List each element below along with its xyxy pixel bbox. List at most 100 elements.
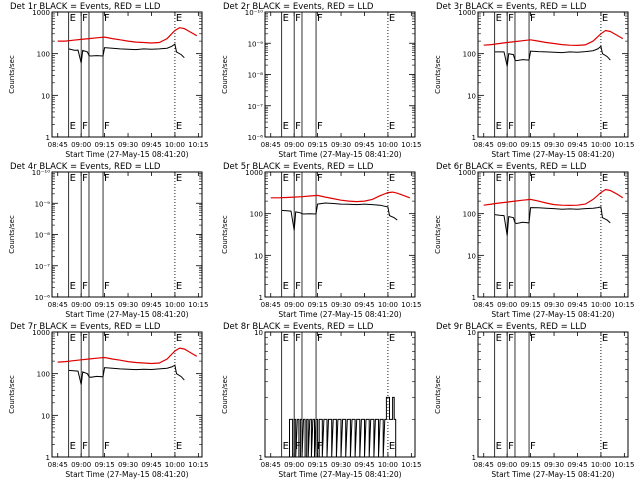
marker-label-bottom: E	[70, 281, 76, 292]
x-tick-label: 10:00	[165, 141, 185, 149]
y-tick-label: 1000	[458, 169, 476, 177]
marker-label-bottom: F	[104, 441, 110, 452]
y-tick-label: 10⁻⁸	[35, 232, 51, 240]
panel-title: Det 6r BLACK = Events, RED = LLD	[436, 162, 587, 172]
marker-label-top: E	[389, 173, 395, 184]
x-tick-label: 10:00	[378, 461, 398, 469]
y-tick-label: 10⁻¹⁰	[32, 169, 50, 177]
marker-label-top: F	[508, 173, 514, 184]
x-tick-label: 09:00	[71, 141, 91, 149]
x-tick-label: 09:30	[331, 461, 351, 469]
x-axis-label: Start Time (27-May-15 08:41:20)	[278, 470, 401, 479]
panel-title: Det 2r BLACK = Events, RED = LLD	[223, 2, 374, 12]
y-axis-label: Counts/sec	[434, 375, 442, 414]
x-tick-label: 10:15	[401, 461, 421, 469]
x-tick-label: 09:15	[308, 301, 328, 309]
x-tick-label: 09:15	[308, 141, 328, 149]
y-tick-label: 10⁻⁶	[35, 294, 51, 302]
y-tick-label: 10⁻⁹	[248, 40, 264, 48]
marker-label-bottom: F	[104, 121, 110, 132]
x-tick-label: 09:00	[497, 461, 517, 469]
x-tick-label: 09:00	[497, 141, 517, 149]
series-lld-line	[57, 27, 198, 44]
x-tick-label: 09:00	[284, 461, 304, 469]
marker-label-bottom: F	[295, 281, 301, 292]
x-tick-label: 10:15	[614, 301, 634, 309]
marker-label-top: F	[530, 13, 536, 24]
y-tick-label: 10⁻¹⁰	[245, 9, 263, 17]
y-tick-label: 10⁻⁹	[35, 200, 51, 208]
marker-label-bottom: E	[496, 441, 502, 452]
x-axis-label: Start Time (27-May-15 08:41:20)	[491, 310, 614, 319]
x-tick-label: 09:15	[521, 301, 541, 309]
x-tick-label: 09:45	[567, 461, 587, 469]
y-axis-label: Counts/sec	[8, 375, 16, 414]
y-tick-label: 10⁻⁶	[248, 134, 264, 142]
panel-det-3: Det 3r BLACK = Events, RED = LLD Counts/s…	[434, 2, 634, 159]
marker-label-top: F	[295, 173, 301, 184]
y-tick-label: 1000	[32, 9, 50, 17]
y-tick-label: 100	[463, 51, 476, 59]
y-tick-label: 1	[46, 454, 50, 462]
marker-label-bottom: E	[283, 441, 289, 452]
plot-frame	[264, 11, 416, 138]
marker-label-top: E	[176, 173, 182, 184]
marker-label-bottom: E	[283, 281, 289, 292]
panel-det-6: Det 6r BLACK = Events, RED = LLD Counts/s…	[434, 162, 634, 319]
plot-frame	[264, 171, 416, 298]
x-tick-label: 10:15	[614, 141, 634, 149]
y-axis-label: Counts/sec	[221, 55, 229, 94]
marker-label-bottom: F	[295, 441, 301, 452]
x-tick-label: 10:15	[401, 141, 421, 149]
x-tick-label: 08:45	[48, 141, 68, 149]
x-tick-label: 09:15	[95, 301, 115, 309]
x-tick-label: 09:45	[354, 461, 374, 469]
y-tick-label: 10	[41, 92, 50, 100]
y-tick-label: 10⁻⁸	[248, 72, 264, 80]
panel-det-7: Det 7r BLACK = Events, RED = LLD Counts/s…	[8, 322, 208, 479]
marker-label-bottom: E	[602, 441, 608, 452]
x-tick-label: 09:30	[331, 301, 351, 309]
x-tick-label: 09:45	[141, 301, 161, 309]
marker-label-top: E	[389, 333, 395, 344]
marker-label-top: E	[602, 173, 608, 184]
marker-label-bottom: F	[530, 281, 536, 292]
y-axis-label: Counts/sec	[434, 215, 442, 254]
marker-label-top: F	[295, 333, 301, 344]
panel-title: Det 1r BLACK = Events, RED = LLD	[10, 2, 161, 12]
marker-label-top: F	[295, 13, 301, 24]
marker-label-bottom: E	[389, 281, 395, 292]
marker-label-bottom: E	[283, 121, 289, 132]
series-events-line	[281, 202, 398, 231]
marker-label-bottom: E	[602, 121, 608, 132]
x-tick-label: 08:45	[474, 301, 494, 309]
x-tick-label: 09:30	[118, 301, 138, 309]
marker-label-bottom: E	[70, 121, 76, 132]
plot-frame	[51, 11, 203, 138]
x-tick-label: 09:15	[95, 461, 115, 469]
x-tick-label: 10:15	[188, 461, 208, 469]
y-tick-label: 1	[472, 294, 476, 302]
marker-label-bottom: E	[389, 121, 395, 132]
x-tick-label: 09:45	[567, 141, 587, 149]
y-tick-label: 10	[41, 412, 50, 420]
series-lld-line	[270, 191, 411, 203]
x-tick-label: 09:15	[521, 461, 541, 469]
marker-label-bottom: F	[508, 121, 514, 132]
marker-label-bottom: F	[82, 281, 88, 292]
y-tick-label: 1000	[458, 9, 476, 17]
x-tick-label: 09:15	[308, 461, 328, 469]
x-tick-label: 09:00	[284, 301, 304, 309]
plot-frame	[477, 171, 629, 298]
marker-label-bottom: E	[602, 281, 608, 292]
y-tick-label: 1	[46, 134, 50, 142]
x-tick-label: 09:30	[544, 461, 564, 469]
x-tick-label: 10:00	[591, 461, 611, 469]
x-axis-label: Start Time (27-May-15 08:41:20)	[491, 150, 614, 159]
panel-title: Det 7r BLACK = Events, RED = LLD	[10, 322, 161, 332]
x-tick-label: 08:45	[474, 461, 494, 469]
x-tick-label: 08:45	[48, 301, 68, 309]
marker-label-bottom: E	[496, 121, 502, 132]
marker-label-top: F	[82, 333, 88, 344]
